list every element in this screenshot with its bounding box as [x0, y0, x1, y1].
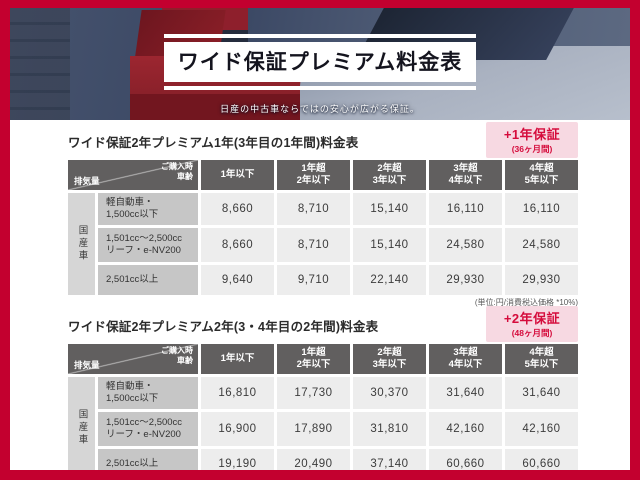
row-label: 軽自動車・ 1,500cc以下 — [98, 193, 198, 225]
column-header: 1年以下 — [201, 160, 274, 190]
price-cell: 17,890 — [277, 412, 350, 446]
column-header: 4年超 5年以下 — [505, 344, 578, 374]
price-cell: 24,580 — [429, 228, 502, 262]
price-cell: 16,110 — [429, 193, 502, 225]
row-label: 軽自動車・ 1,500cc以下 — [98, 377, 198, 409]
bonus-badge-subtitle: (48ヶ月間) — [511, 328, 553, 338]
price-cell: 22,140 — [353, 265, 426, 295]
banner-title: ワイド保証プレミアム料金表 — [177, 51, 463, 74]
price-cell: 15,140 — [353, 193, 426, 225]
corner-label-displacement: 排気量 — [74, 176, 100, 186]
diagonal-header-cell: ご購入時 車齢排気量 — [68, 160, 198, 190]
price-cell: 19,190 — [201, 449, 274, 470]
price-cell: 30,370 — [353, 377, 426, 409]
price-cell: 9,640 — [201, 265, 274, 295]
diagonal-header-cell: ご購入時 車齢排気量 — [68, 344, 198, 374]
garage-photo: ワイド保証プレミアム料金表 日産の中古車ならではの安心が広がる保証。 — [10, 8, 630, 120]
page-inner: ワイド保証プレミアム料金表 日産の中古車ならではの安心が広がる保証。 ワイド保証… — [10, 8, 630, 470]
price-cell: 24,580 — [505, 228, 578, 262]
price-cell: 37,140 — [353, 449, 426, 470]
column-header: 1年超 2年以下 — [277, 160, 350, 190]
price-cell: 29,930 — [505, 265, 578, 295]
price-cell: 9,710 — [277, 265, 350, 295]
row-label: 2,501cc以上 — [98, 449, 198, 470]
price-table-section-2: ワイド保証2年プレミアム2年(3・4年目の2年間)料金表 +2年保証 (48ヶ月… — [68, 306, 578, 470]
price-cell: 17,730 — [277, 377, 350, 409]
content-area: ワイド保証2年プレミアム1年(3年目の1年間)料金表 +1年保証 (36ヶ月間)… — [10, 120, 630, 470]
corner-label-purchase-age: ご購入時 車齢 — [161, 346, 193, 365]
section-header: ワイド保証2年プレミアム2年(3・4年目の2年間)料金表 +2年保証 (48ヶ月… — [68, 306, 578, 342]
price-cell: 8,660 — [201, 228, 274, 262]
column-header: 4年超 5年以下 — [505, 160, 578, 190]
column-header: 1年超 2年以下 — [277, 344, 350, 374]
banner-title-box: ワイド保証プレミアム料金表 — [164, 42, 476, 82]
banner-title-block: ワイド保証プレミアム料金表 — [164, 34, 476, 90]
row-label: 1,501cc〜2,500cc リーフ・e-NV200 — [98, 228, 198, 262]
row-label: 1,501cc〜2,500cc リーフ・e-NV200 — [98, 412, 198, 446]
price-cell: 31,640 — [505, 377, 578, 409]
price-cell: 31,810 — [353, 412, 426, 446]
bonus-badge: +1年保証 (36ヶ月間) — [486, 122, 578, 158]
column-header: 1年以下 — [201, 344, 274, 374]
table-title: ワイド保証2年プレミアム1年(3年目の1年間)料金表 — [68, 136, 359, 150]
price-cell: 8,710 — [277, 228, 350, 262]
price-cell: 16,900 — [201, 412, 274, 446]
bonus-badge: +2年保証 (48ヶ月間) — [486, 306, 578, 342]
price-cell: 42,160 — [429, 412, 502, 446]
corner-label-purchase-age: ご購入時 車齢 — [161, 162, 193, 181]
row-group-label: 国産車 — [68, 377, 95, 470]
photo-shelf-left — [10, 8, 70, 120]
price-table-section-1: ワイド保証2年プレミアム1年(3年目の1年間)料金表 +1年保証 (36ヶ月間)… — [68, 122, 578, 308]
bonus-badge-subtitle: (36ヶ月間) — [511, 144, 553, 154]
bonus-badge-title: +1年保証 — [503, 127, 561, 142]
column-header: 3年超 4年以下 — [429, 344, 502, 374]
banner-rule-bottom — [164, 86, 476, 90]
banner-subtitle: 日産の中古車ならではの安心が広がる保証。 — [220, 104, 420, 114]
price-cell: 16,110 — [505, 193, 578, 225]
price-cell: 16,810 — [201, 377, 274, 409]
price-cell: 60,660 — [429, 449, 502, 470]
corner-label-displacement: 排気量 — [74, 360, 100, 370]
section-header: ワイド保証2年プレミアム1年(3年目の1年間)料金表 +1年保証 (36ヶ月間) — [68, 122, 578, 158]
row-label: 2,501cc以上 — [98, 265, 198, 295]
bonus-badge-title: +2年保証 — [503, 311, 561, 326]
column-header: 2年超 3年以下 — [353, 344, 426, 374]
banner-rule-top — [164, 34, 476, 38]
price-cell: 31,640 — [429, 377, 502, 409]
unit-note: (単位:円/消費税込価格 *10%) — [474, 298, 578, 307]
price-table: ご購入時 車齢 排気量 1年以下 1年超 2年以下 2年超 3年以下 3年超 4年以下 4年… — [68, 160, 578, 295]
column-header: 3年超 4年以下 — [429, 160, 502, 190]
column-header: 2年超 3年以下 — [353, 160, 426, 190]
price-cell: 60,660 — [505, 449, 578, 470]
price-cell: 42,160 — [505, 412, 578, 446]
price-cell: 8,660 — [201, 193, 274, 225]
table-title: ワイド保証2年プレミアム2年(3・4年目の2年間)料金表 — [68, 320, 379, 334]
price-cell: 29,930 — [429, 265, 502, 295]
row-group-label: 国産車 — [68, 193, 95, 295]
price-cell: 8,710 — [277, 193, 350, 225]
price-cell: 15,140 — [353, 228, 426, 262]
price-table: ご購入時 車齢 排気量 1年以下 1年超 2年以下 2年超 3年以下 3年超 4年以下 4年… — [68, 344, 578, 470]
price-cell: 20,490 — [277, 449, 350, 470]
